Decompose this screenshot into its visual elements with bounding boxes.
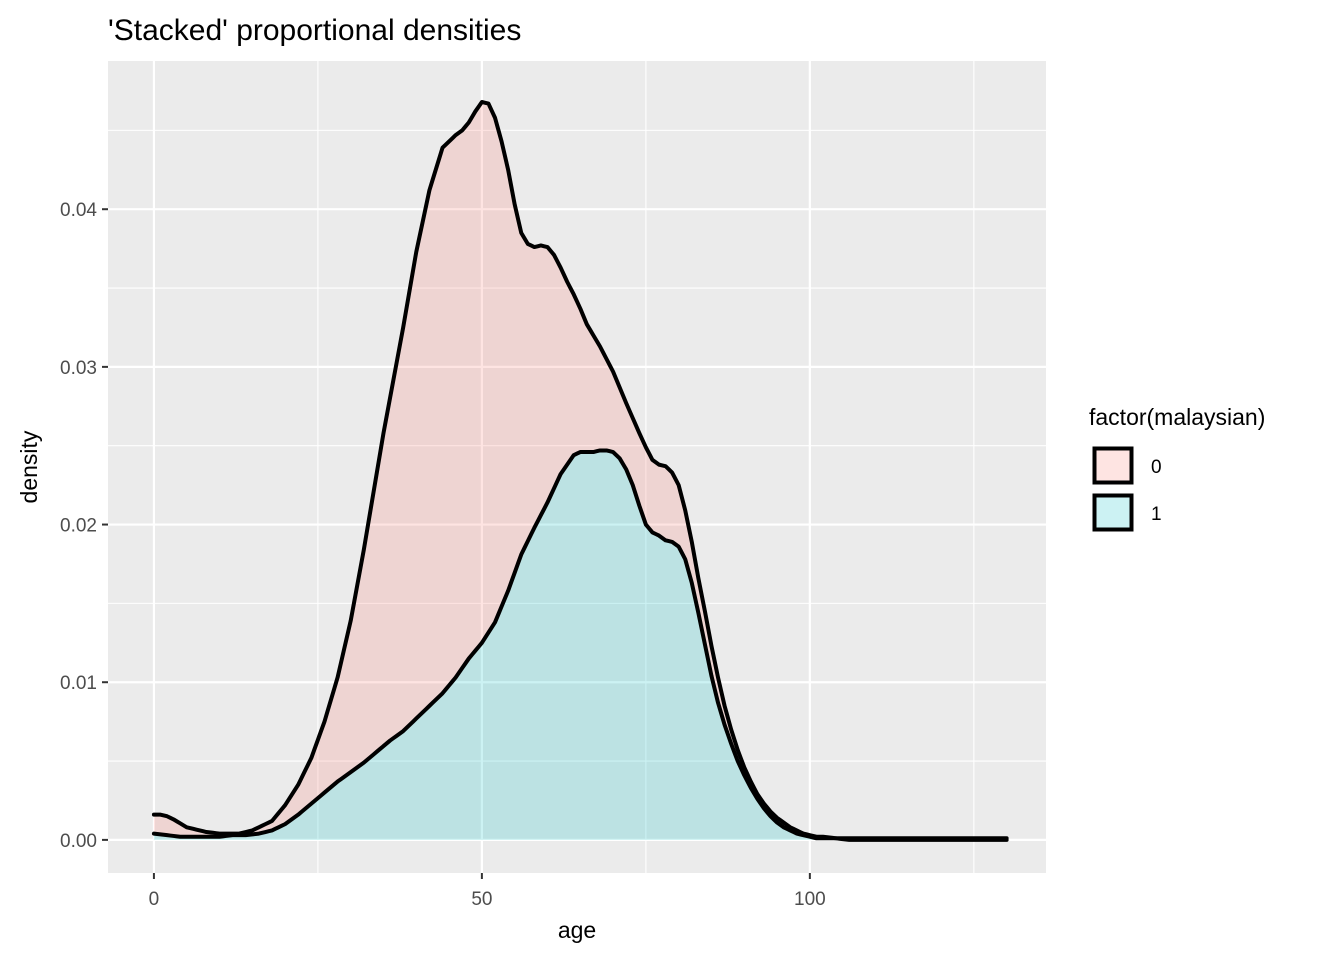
plot-panel [108, 61, 1046, 873]
legend-label-0: 0 [1151, 457, 1162, 478]
x-axis: 0 50 100 [149, 873, 826, 910]
x-axis-label: age [558, 917, 596, 943]
legend: factor(malaysian) 0 1 [1089, 404, 1265, 532]
y-tick-label: 0.03 [60, 358, 97, 379]
density-line-0 [151, 99, 1009, 841]
density-area-1 [153, 450, 1007, 840]
legend-label-1: 1 [1151, 504, 1162, 525]
y-tick-label: 0.02 [60, 516, 97, 537]
x-tick-label: 0 [149, 889, 160, 910]
y-axis: 0.00 0.01 0.02 0.03 0.04 [60, 200, 108, 852]
minor-gridlines [108, 61, 1046, 873]
legend-key-bg-1 [1093, 494, 1133, 531]
density-areas [153, 101, 1007, 840]
y-axis-label: density [16, 430, 42, 503]
legend-title: factor(malaysian) [1089, 404, 1265, 430]
legend-key-0 [1092, 446, 1134, 485]
density-outlines [151, 99, 1009, 842]
y-tick-label: 0.00 [60, 831, 97, 852]
y-tick-label: 0.01 [60, 673, 97, 694]
density-area-0 [153, 101, 1007, 840]
x-tick-label: 50 [471, 889, 492, 910]
legend-key-1 [1092, 493, 1134, 532]
legend-key-bg-0 [1093, 447, 1133, 484]
x-tick-label: 100 [794, 889, 826, 910]
y-tick-label: 0.04 [60, 200, 97, 221]
chart-title: 'Stacked' proportional densities [108, 14, 521, 47]
